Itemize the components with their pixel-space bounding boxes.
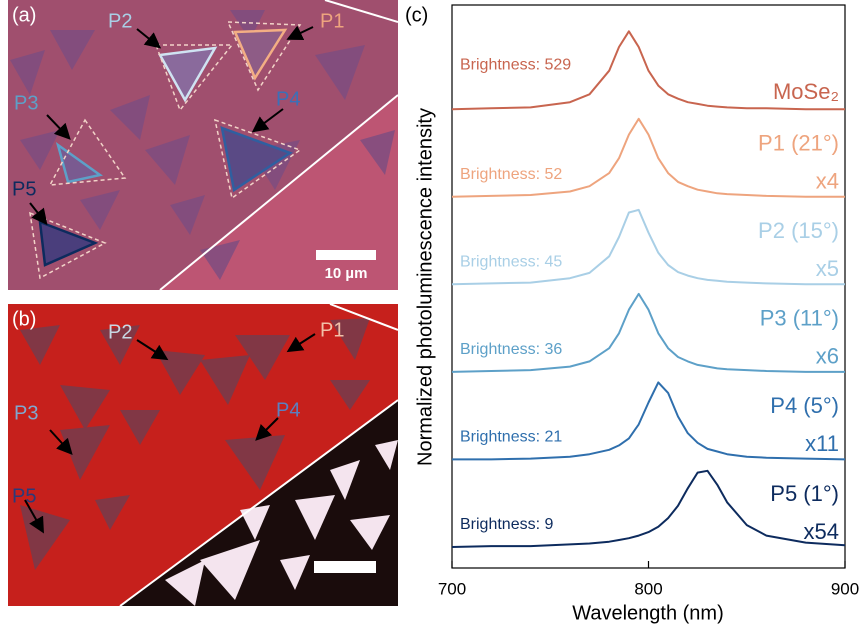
scale-label: x54: [804, 519, 839, 544]
brightness-label: Brightness: 529: [460, 56, 571, 73]
scale-label: x11: [805, 431, 839, 456]
marker-label: P1: [320, 10, 344, 32]
marker-label: P5: [12, 178, 36, 200]
panel-label: (a): [12, 4, 36, 26]
x-axis-label: Wavelength (nm): [572, 602, 724, 624]
brightness-label: Brightness: 21: [460, 429, 562, 446]
scale-label: x5: [816, 256, 839, 281]
series-label: P1 (21°): [758, 131, 839, 156]
brightness-label: Brightness: 52: [460, 166, 562, 183]
spectra-chart: (c) Wavelength (nm) Normalized photolumi…: [405, 4, 859, 624]
series-label: P5 (1°): [770, 481, 839, 506]
figure: (a) P1 P2 P3 P4 P5 10 µm (b) P1 P2: [0, 0, 863, 636]
series-label: MoSe₂: [773, 79, 839, 104]
x-tick-label: 800: [634, 579, 662, 598]
scale-bar-label: 10 µm: [325, 265, 368, 282]
scale-label: x6: [816, 344, 839, 369]
series-label: P4 (5°): [770, 393, 839, 418]
marker-label: P3: [14, 402, 38, 424]
marker-label: P2: [108, 10, 132, 32]
marker-label: P2: [108, 321, 132, 343]
micrograph-b: [8, 304, 398, 606]
x-tick-label: 700: [438, 579, 466, 598]
series-label: P2 (15°): [758, 218, 839, 243]
brightness-label: Brightness: 9: [460, 516, 553, 533]
marker-label: P4: [276, 88, 300, 110]
panel-label: (c): [405, 4, 428, 26]
marker-label: P3: [14, 92, 38, 114]
marker-label: P4: [276, 399, 300, 421]
marker-label: P1: [320, 319, 344, 341]
marker-label: P5: [12, 485, 36, 507]
panel-label: (b): [12, 308, 36, 330]
scale-label: x4: [816, 169, 839, 194]
series-label: P3 (11°): [760, 306, 839, 331]
brightness-label: Brightness: 45: [460, 254, 562, 271]
micrograph-a: [8, 0, 398, 290]
brightness-label: Brightness: 36: [460, 341, 562, 358]
y-axis-label: Normalized photoluminescence intensity: [414, 108, 436, 466]
x-tick-label: 900: [831, 579, 859, 598]
